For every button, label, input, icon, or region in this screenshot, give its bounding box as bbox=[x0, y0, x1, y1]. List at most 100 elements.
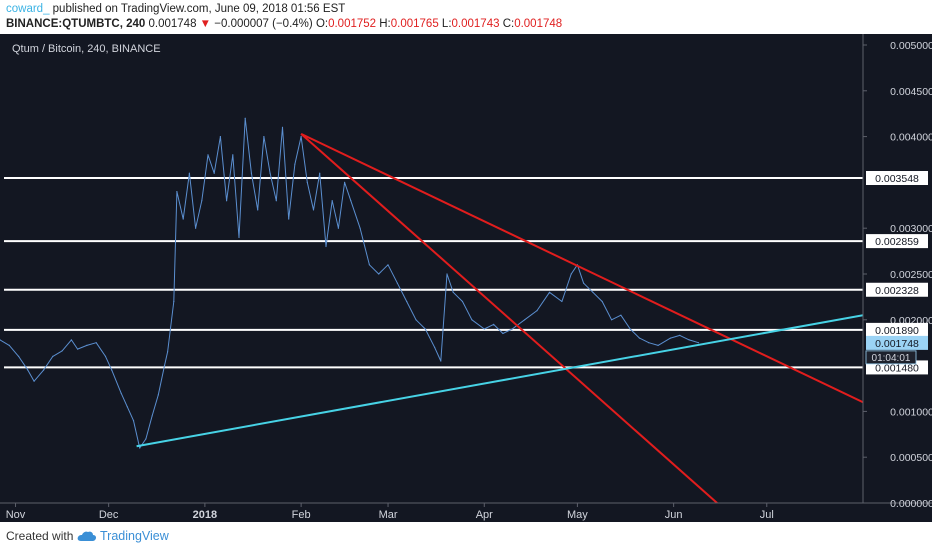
price-point bbox=[688, 339, 690, 341]
last-price-label: 0.001748 bbox=[875, 338, 919, 350]
price-point bbox=[511, 328, 513, 330]
y-tick-label: 0.005000 bbox=[890, 40, 932, 52]
red-trendline-1 bbox=[300, 132, 863, 404]
price-point bbox=[145, 438, 147, 440]
price-point bbox=[294, 163, 296, 165]
price-point bbox=[325, 245, 327, 248]
price-point bbox=[111, 369, 113, 371]
price-point bbox=[415, 319, 417, 321]
price-point bbox=[167, 351, 169, 353]
price-point bbox=[238, 236, 240, 238]
price-point bbox=[344, 181, 346, 183]
price-point bbox=[461, 300, 464, 303]
publish-line: coward_ published on TradingView.com, Ju… bbox=[6, 3, 345, 15]
price-point bbox=[368, 264, 370, 266]
level-badge-label: 0.001480 bbox=[875, 362, 919, 374]
price-point bbox=[629, 328, 631, 330]
price-chart[interactable]: Nov Dec 2018 Feb Mar Apr May Jun Jul 0.005000 0.00… bbox=[0, 34, 932, 522]
chart-header: coward_ published on TradingView.com, Ju… bbox=[0, 0, 932, 34]
price-point bbox=[669, 337, 672, 339]
price-series-line bbox=[0, 117, 699, 449]
price-point bbox=[620, 314, 622, 316]
low-label: L: bbox=[441, 18, 452, 30]
y-tick-label: 0.001000 bbox=[890, 406, 932, 418]
footer: Created with TradingView bbox=[0, 522, 932, 550]
price-point bbox=[263, 136, 265, 138]
tradingview-brand[interactable]: TradingView bbox=[100, 529, 169, 543]
x-tick-label: Jun bbox=[665, 509, 683, 521]
countdown-label: 01:04:01 bbox=[872, 353, 911, 364]
price-point bbox=[33, 380, 35, 382]
price-point bbox=[213, 172, 215, 174]
price-badges: 0.003548 0.002859 0.002328 0.001890 0.001480… bbox=[865, 170, 928, 375]
price-point bbox=[638, 337, 641, 339]
price-point bbox=[42, 369, 45, 371]
price-point bbox=[0, 339, 1, 341]
plot-area[interactable] bbox=[0, 117, 863, 503]
plot-content bbox=[0, 117, 863, 503]
price-point bbox=[452, 291, 454, 293]
price-point bbox=[173, 300, 175, 303]
price-point bbox=[257, 209, 259, 211]
price-point bbox=[570, 273, 572, 275]
x-tick-label: 2018 bbox=[193, 509, 217, 521]
price-point bbox=[406, 300, 408, 303]
price-point bbox=[697, 342, 700, 344]
price-point bbox=[151, 415, 153, 417]
price-point bbox=[201, 200, 203, 202]
x-tick-label: Dec bbox=[99, 509, 119, 521]
last-price-text: 0.001748 bbox=[148, 18, 197, 30]
price-point bbox=[207, 154, 209, 156]
y-tick-label: 0.004000 bbox=[890, 132, 932, 144]
open-label: O: bbox=[315, 18, 329, 30]
price-point bbox=[27, 369, 29, 371]
price-point bbox=[219, 136, 221, 138]
price-point bbox=[601, 300, 603, 303]
y-tick-label: 0.003000 bbox=[890, 223, 932, 235]
chart-background bbox=[0, 34, 932, 522]
price-point bbox=[583, 282, 585, 284]
author-link[interactable]: coward_ bbox=[6, 3, 50, 15]
price-point bbox=[378, 273, 380, 275]
price-point bbox=[446, 273, 448, 275]
x-tick-label: Apr bbox=[476, 509, 493, 521]
price-point bbox=[679, 334, 681, 336]
price-point bbox=[561, 300, 563, 303]
down-arrow-icon: ▼ bbox=[199, 18, 212, 30]
price-point bbox=[269, 172, 271, 174]
cyan-trendline-3 bbox=[136, 314, 863, 448]
price-point bbox=[188, 172, 190, 174]
last-price-badge bbox=[866, 335, 928, 350]
level-badge-label: 0.002859 bbox=[875, 236, 919, 248]
y-tick-label: 0.000500 bbox=[890, 452, 932, 464]
price-point bbox=[86, 344, 88, 346]
price-point bbox=[70, 339, 72, 341]
price-point bbox=[592, 291, 594, 293]
level-badge-label: 0.002328 bbox=[875, 285, 919, 297]
x-tick-label: Mar bbox=[379, 509, 398, 521]
created-with-text: Created with bbox=[6, 529, 74, 543]
price-point bbox=[8, 344, 10, 346]
high-value: 0.001765 bbox=[390, 18, 439, 30]
symbol-label: BINANCE:QTUMBTC, 240 bbox=[6, 18, 146, 30]
change-text: −0.000007 (−0.4%) bbox=[214, 18, 313, 30]
price-point bbox=[195, 227, 197, 229]
high-label: H: bbox=[379, 18, 391, 30]
price-point bbox=[18, 355, 20, 357]
price-point bbox=[288, 218, 290, 220]
price-point bbox=[524, 319, 526, 321]
price-point bbox=[350, 200, 352, 202]
price-point bbox=[657, 344, 659, 346]
x-tick-label: Jul bbox=[760, 509, 774, 521]
close-label: C: bbox=[502, 18, 515, 30]
x-tick-label: May bbox=[567, 509, 588, 521]
price-point bbox=[77, 348, 79, 350]
price-point bbox=[502, 332, 504, 335]
price-point bbox=[163, 365, 166, 367]
price-point bbox=[120, 392, 122, 394]
price-point bbox=[387, 264, 389, 266]
price-point bbox=[648, 342, 650, 344]
price-point bbox=[176, 191, 178, 193]
level-badge bbox=[866, 170, 928, 185]
countdown-badge bbox=[865, 350, 917, 365]
